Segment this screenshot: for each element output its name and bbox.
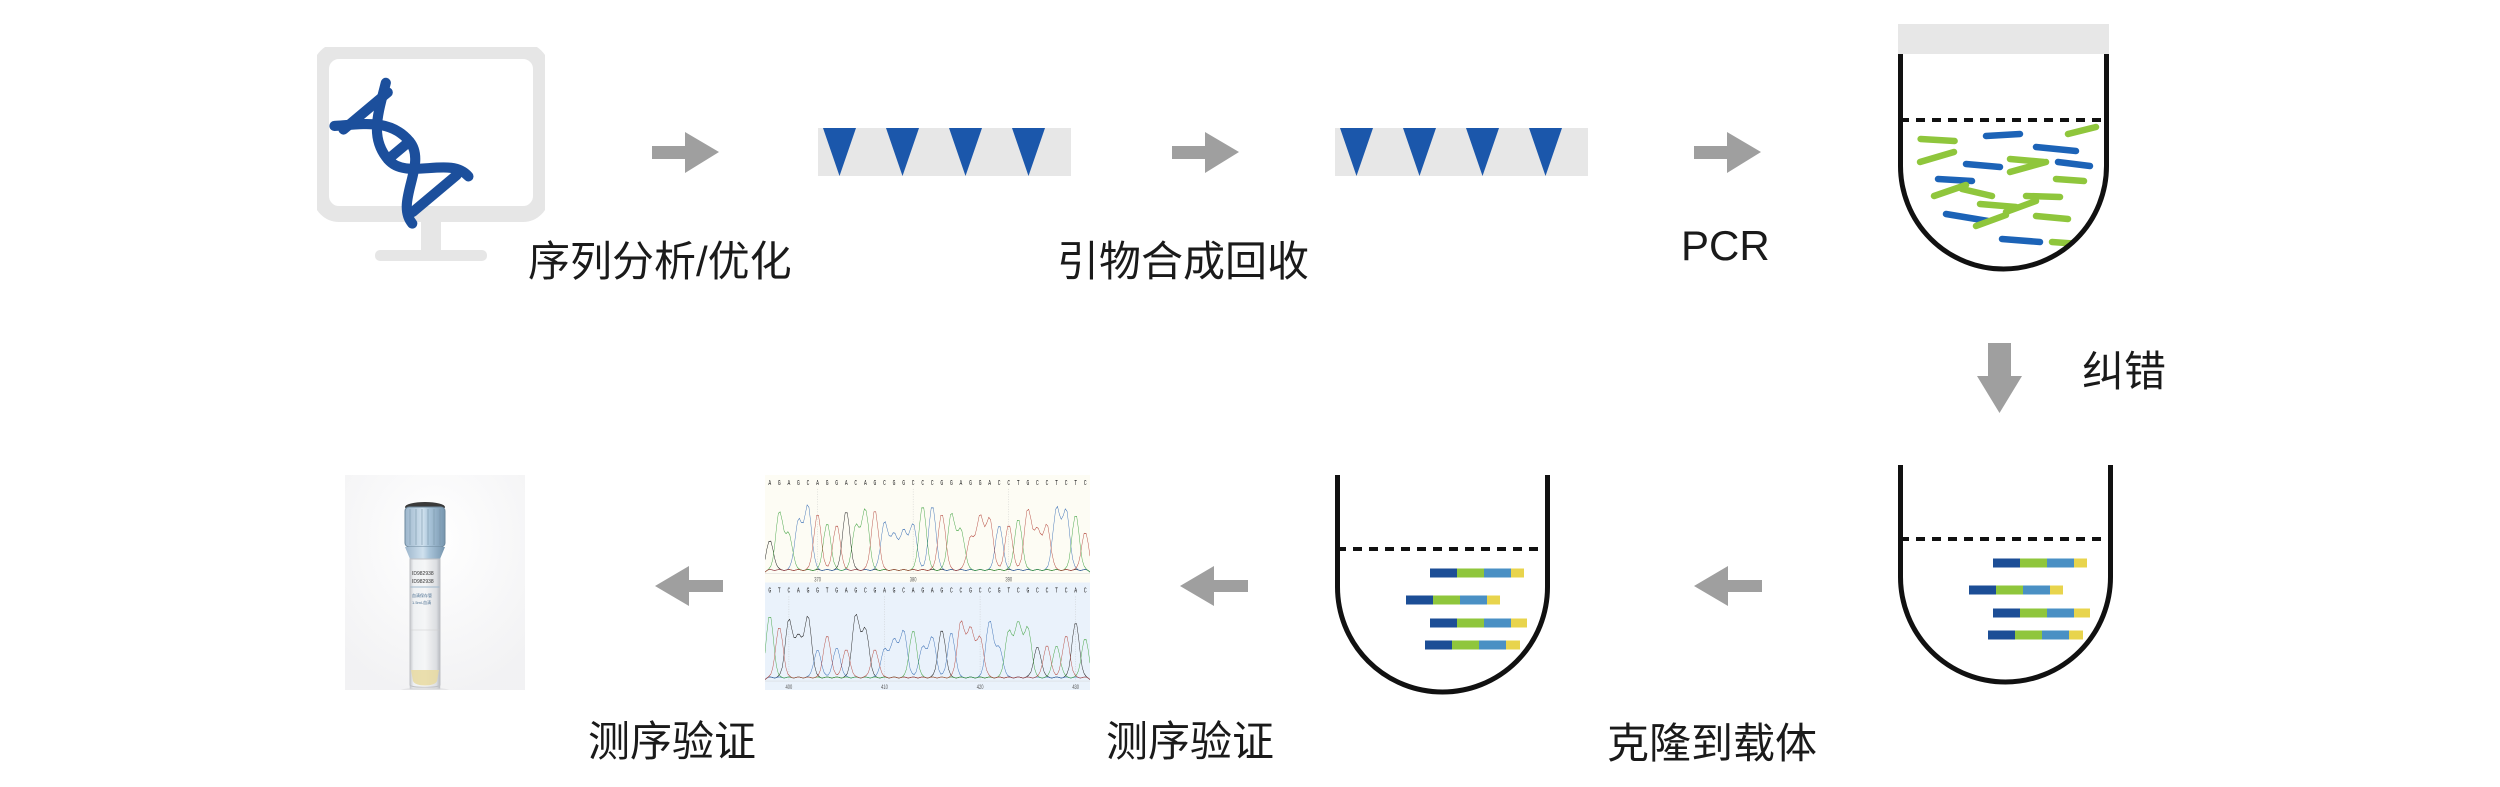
svg-text:G: G [921, 586, 924, 594]
svg-text:T: T [826, 586, 829, 594]
svg-text:C: C [807, 479, 810, 487]
svg-text:C: C [912, 479, 915, 487]
svg-text:G: G [1026, 586, 1029, 594]
svg-text:G: G [854, 586, 857, 594]
svg-text:C: C [979, 586, 982, 594]
svg-text:A: A [845, 586, 848, 594]
svg-text:G: G [998, 586, 1001, 594]
svg-text:G: G [807, 586, 810, 594]
svg-text:T: T [1017, 479, 1020, 487]
svg-text:410: 410 [881, 684, 888, 690]
svg-text:C: C [1046, 586, 1049, 594]
svg-text:A: A [845, 479, 848, 487]
svg-text:T: T [1007, 586, 1010, 594]
svg-text:A: A [960, 479, 963, 487]
svg-text:G: G [874, 479, 877, 487]
svg-text:血清保存管: 血清保存管 [412, 592, 432, 598]
svg-text:G: G [969, 586, 972, 594]
svg-text:G: G [816, 586, 819, 594]
svg-text:1.5ml-血清: 1.5ml-血清 [412, 599, 431, 605]
svg-text:C: C [902, 586, 905, 594]
svg-text:C: C [998, 479, 1001, 487]
svg-text:A: A [931, 586, 934, 594]
svg-text:C: C [1065, 479, 1068, 487]
svg-text:C: C [931, 479, 934, 487]
svg-text:A: A [768, 479, 771, 487]
svg-text:A: A [912, 586, 915, 594]
svg-text:A: A [883, 586, 886, 594]
svg-text:C: C [1007, 479, 1010, 487]
svg-text:G: G [950, 479, 953, 487]
svg-text:C: C [1046, 479, 1049, 487]
svg-text:C: C [988, 586, 991, 594]
svg-text:G: G [874, 586, 877, 594]
svg-text:G: G [835, 586, 838, 594]
svg-text:G: G [797, 479, 800, 487]
svg-text:A: A [1074, 586, 1077, 594]
svg-text:G: G [979, 479, 982, 487]
svg-text:ID982938: ID982938 [412, 571, 434, 577]
svg-text:A: A [788, 479, 791, 487]
svg-text:C: C [788, 586, 791, 594]
svg-text:G: G [969, 479, 972, 487]
svg-text:C: C [1065, 586, 1068, 594]
svg-text:C: C [864, 586, 867, 594]
svg-text:G: G [940, 586, 943, 594]
svg-text:G: G [768, 586, 771, 594]
svg-text:G: G [893, 586, 896, 594]
svg-text:T: T [1074, 479, 1077, 487]
svg-text:A: A [864, 479, 867, 487]
svg-text:C: C [1036, 479, 1039, 487]
svg-text:G: G [893, 479, 896, 487]
svg-text:T: T [778, 586, 781, 594]
svg-text:C: C [1084, 479, 1087, 487]
svg-text:430: 430 [1072, 684, 1079, 690]
svg-text:G: G [778, 479, 781, 487]
svg-text:C: C [1084, 586, 1087, 594]
svg-text:G: G [940, 479, 943, 487]
svg-text:C: C [1036, 586, 1039, 594]
svg-text:G: G [826, 479, 829, 487]
svg-text:420: 420 [977, 684, 984, 690]
svg-text:C: C [1017, 586, 1020, 594]
svg-text:C: C [854, 479, 857, 487]
svg-text:A: A [988, 479, 991, 487]
svg-text:G: G [1026, 479, 1029, 487]
svg-text:G: G [835, 479, 838, 487]
svg-text:G: G [902, 479, 905, 487]
svg-text:A: A [816, 479, 819, 487]
svg-text:C: C [883, 479, 886, 487]
svg-text:C: C [950, 586, 953, 594]
svg-text:C: C [921, 479, 924, 487]
svg-text:C: C [960, 586, 963, 594]
svg-text:T: T [1055, 479, 1058, 487]
svg-text:T: T [1055, 586, 1058, 594]
svg-text:A: A [797, 586, 800, 594]
svg-text:ID982938: ID982938 [412, 579, 434, 585]
svg-text:400: 400 [786, 684, 793, 690]
